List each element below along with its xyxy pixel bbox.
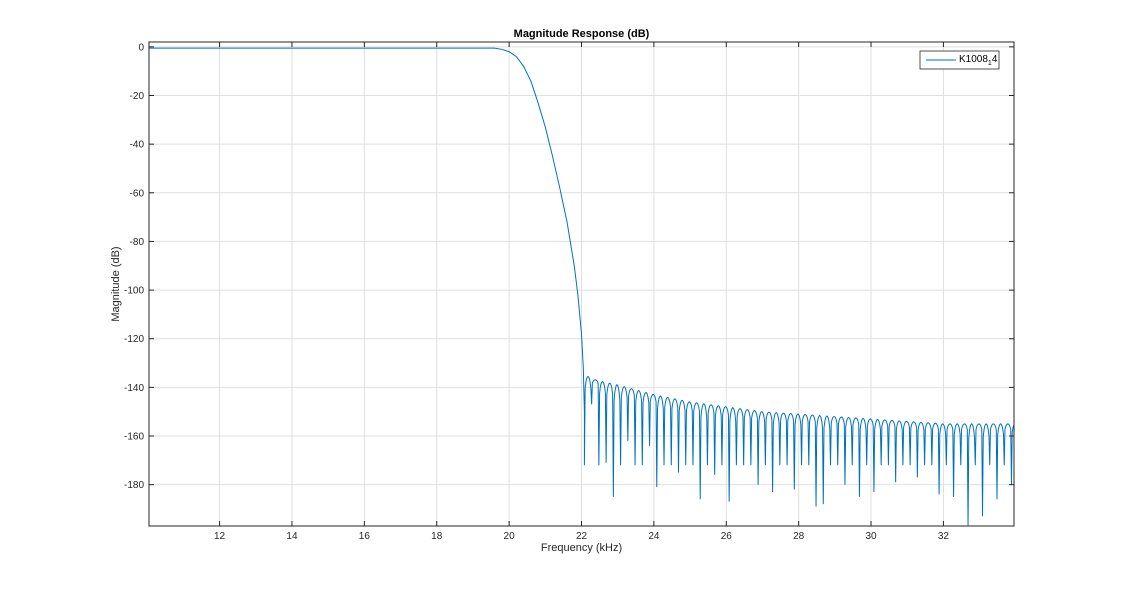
tick-labels: 12 14 16 18 20 22 24 26 28 30 32 0 -20 -40 -60 -80 -100 -… [124,42,949,542]
x-axis-label: Frequency (kHz) [541,542,622,554]
legend-box [919,50,1000,70]
y-tick-label: -100 [124,286,144,297]
y-tick-label: -60 [130,188,145,199]
y-tick-label: -180 [124,480,144,491]
x-tick-label: 30 [865,531,877,542]
x-tick-label: 26 [721,531,733,542]
x-tick-label: 16 [359,531,371,542]
y-tick-label: -140 [124,383,144,394]
x-tick-label: 20 [504,531,516,542]
y-tick-label: -160 [124,432,144,443]
x-tick-label: 22 [576,531,588,542]
x-tick-label: 14 [286,531,298,542]
y-axis-label: Magnitude (dB) [110,246,122,321]
chart-title: Magnitude Response (dB) [514,28,650,40]
y-tick-label: -20 [130,91,145,102]
plot-area [149,47,1014,526]
legend-entry-k1008: K100814 [959,54,998,67]
legend-subscript: 1 [988,60,992,67]
legend-name: K1008 [959,54,988,65]
x-tick-label: 32 [938,531,950,542]
tick-marks [149,42,1014,526]
y-tick-label: -80 [130,237,145,248]
y-tick-label: -40 [130,140,145,151]
x-tick-label: 18 [431,531,443,542]
x-tick-label: 24 [648,531,660,542]
legend-suffix: 4 [992,54,998,65]
legend: K100814 [919,50,1000,70]
y-tick-label: -120 [124,334,144,345]
series-line-k1008 [149,47,1014,526]
x-tick-label: 12 [214,531,226,542]
x-tick-label: 28 [793,531,805,542]
y-tick-label: 0 [138,42,144,53]
